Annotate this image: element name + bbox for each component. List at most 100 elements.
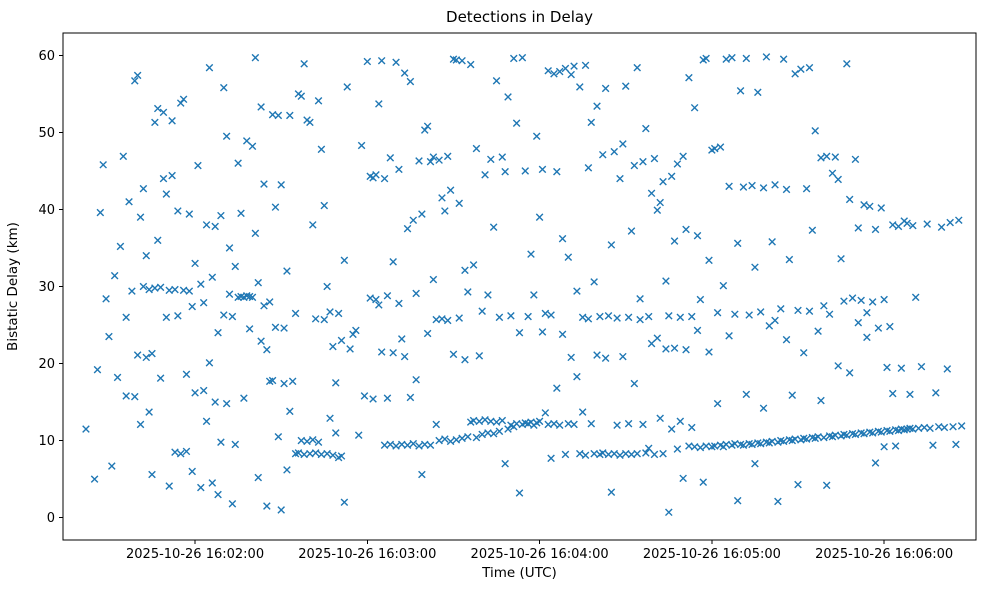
data-point xyxy=(713,308,722,317)
data-point xyxy=(952,440,960,449)
data-point xyxy=(619,352,627,361)
data-point xyxy=(340,256,349,265)
data-point xyxy=(372,170,380,179)
data-point xyxy=(575,449,584,458)
data-point xyxy=(314,97,323,105)
data-point xyxy=(871,225,880,234)
data-point xyxy=(524,312,532,321)
data-point xyxy=(260,180,268,188)
data-point xyxy=(621,82,630,90)
data-point xyxy=(159,108,168,117)
data-point xyxy=(642,449,650,457)
data-point xyxy=(495,427,504,436)
data-point xyxy=(489,429,498,438)
data-point xyxy=(776,305,785,313)
data-point xyxy=(130,76,139,85)
data-point xyxy=(133,351,142,359)
data-point xyxy=(667,172,676,181)
data-point xyxy=(113,373,122,382)
data-point xyxy=(242,137,251,145)
data-point xyxy=(435,156,443,164)
data-point xyxy=(263,502,271,510)
data-point xyxy=(558,330,567,339)
data-point xyxy=(725,182,733,191)
data-point xyxy=(954,216,963,225)
data-point xyxy=(633,63,642,72)
data-point xyxy=(946,218,954,227)
data-point xyxy=(863,333,871,342)
data-point xyxy=(395,165,403,174)
data-point xyxy=(441,207,449,215)
y-axis-ticks: 0 10 20 30 40 50 60 xyxy=(38,49,63,526)
data-point xyxy=(527,250,535,258)
data-point xyxy=(205,63,214,72)
data-point xyxy=(687,423,696,432)
data-point xyxy=(254,278,263,287)
data-point xyxy=(696,443,705,452)
data-point xyxy=(415,442,423,450)
data-point xyxy=(354,431,363,440)
data-point xyxy=(581,61,590,70)
data-point xyxy=(455,314,464,322)
data-point xyxy=(937,223,946,231)
data-point xyxy=(409,216,418,225)
data-point xyxy=(110,271,119,280)
data-point xyxy=(116,242,125,251)
data-point xyxy=(317,145,326,154)
data-point xyxy=(297,92,306,100)
data-point xyxy=(851,430,860,439)
data-point xyxy=(199,386,208,395)
data-point xyxy=(515,328,524,337)
data-point xyxy=(504,93,512,101)
data-point xyxy=(119,152,128,161)
data-point xyxy=(765,322,774,330)
data-point xyxy=(759,404,768,413)
data-point xyxy=(561,64,570,73)
data-point xyxy=(171,285,179,294)
x-tick-label: 2025-10-26 16:06:00 xyxy=(815,547,953,562)
data-point xyxy=(555,421,564,429)
data-point xyxy=(662,345,670,353)
data-point xyxy=(874,324,883,332)
data-point xyxy=(857,296,865,305)
data-point xyxy=(331,429,340,437)
data-point xyxy=(794,480,802,489)
data-point xyxy=(501,167,509,176)
data-point xyxy=(636,295,644,303)
data-point xyxy=(702,54,710,63)
data-point xyxy=(458,434,466,443)
data-point xyxy=(452,436,461,444)
data-point xyxy=(814,327,822,335)
data-point xyxy=(843,431,851,440)
data-point xyxy=(650,450,659,459)
data-point xyxy=(472,144,481,153)
data-point xyxy=(578,313,587,322)
data-point xyxy=(601,354,610,362)
data-point xyxy=(659,449,667,458)
x-tick-label: 2025-10-26 16:04:00 xyxy=(471,547,609,562)
data-point xyxy=(567,353,575,362)
data-point xyxy=(156,374,165,382)
data-point xyxy=(323,449,331,458)
plot-area xyxy=(62,32,977,541)
data-point xyxy=(820,301,828,310)
data-point xyxy=(308,436,317,444)
data-point xyxy=(182,447,191,456)
data-point xyxy=(756,439,765,448)
data-point xyxy=(271,323,280,332)
data-point xyxy=(644,312,653,321)
data-point xyxy=(208,273,217,282)
data-point xyxy=(176,449,185,458)
data-point xyxy=(794,306,802,315)
data-point xyxy=(532,132,541,141)
data-point xyxy=(90,475,99,483)
data-point xyxy=(156,283,165,292)
data-point xyxy=(478,307,486,315)
data-point xyxy=(860,429,868,438)
data-point xyxy=(383,291,392,300)
data-point xyxy=(257,103,265,111)
data-point xyxy=(283,267,291,275)
data-point xyxy=(739,183,748,191)
data-point xyxy=(280,324,288,332)
